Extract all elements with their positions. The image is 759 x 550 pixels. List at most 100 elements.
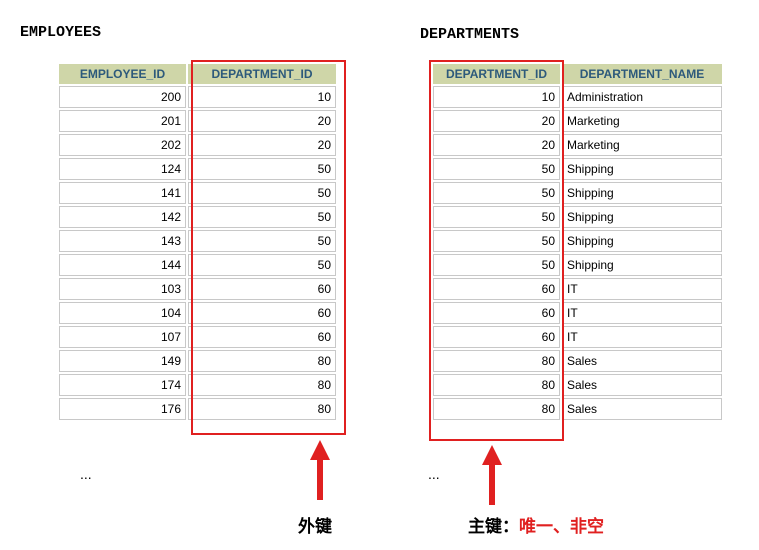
- departments-table: DEPARTMENT_ID DEPARTMENT_NAME 10 Administ…: [431, 62, 724, 422]
- table-row: 60 IT: [433, 326, 722, 348]
- department-id-cell: 50: [188, 206, 336, 228]
- table-row: 50 Shipping: [433, 206, 722, 228]
- table-row: 174 80: [59, 374, 336, 396]
- column-header-department-name: DEPARTMENT_NAME: [562, 64, 722, 84]
- department-id-cell: 80: [433, 398, 560, 420]
- table-row: 144 50: [59, 254, 336, 276]
- department-name-cell: Shipping: [562, 206, 722, 228]
- department-id-cell: 80: [188, 398, 336, 420]
- table-row: 20 Marketing: [433, 134, 722, 156]
- primary-key-highlight: [429, 60, 564, 441]
- department-name-cell: IT: [562, 326, 722, 348]
- department-id-cell: 50: [433, 158, 560, 180]
- employee-id-cell: 149: [59, 350, 186, 372]
- table-row: 80 Sales: [433, 398, 722, 420]
- table-row: 20 Marketing: [433, 110, 722, 132]
- department-id-cell: 20: [188, 134, 336, 156]
- department-id-cell: 50: [433, 230, 560, 252]
- table-row: 80 Sales: [433, 350, 722, 372]
- employee-id-cell: 142: [59, 206, 186, 228]
- department-id-cell: 20: [188, 110, 336, 132]
- department-id-cell: 50: [188, 158, 336, 180]
- table-row: 80 Sales: [433, 374, 722, 396]
- department-id-cell: 80: [433, 350, 560, 372]
- department-name-cell: Administration: [562, 86, 722, 108]
- table-row: 141 50: [59, 182, 336, 204]
- employee-id-cell: 202: [59, 134, 186, 156]
- employee-id-cell: 107: [59, 326, 186, 348]
- column-header-department-id: DEPARTMENT_ID: [433, 64, 560, 84]
- department-name-cell: Sales: [562, 398, 722, 420]
- table-row: 60 IT: [433, 302, 722, 324]
- department-id-cell: 50: [188, 254, 336, 276]
- employee-id-cell: 103: [59, 278, 186, 300]
- department-id-cell: 60: [188, 302, 336, 324]
- employee-id-cell: 124: [59, 158, 186, 180]
- department-id-cell: 10: [188, 86, 336, 108]
- department-id-cell: 60: [188, 278, 336, 300]
- table-row: 200 10: [59, 86, 336, 108]
- department-id-cell: 60: [188, 326, 336, 348]
- table-row: 143 50: [59, 230, 336, 252]
- primary-key-note: 唯一、非空: [519, 517, 604, 537]
- department-id-cell: 60: [433, 326, 560, 348]
- foreign-key-highlight: [191, 60, 346, 435]
- employee-id-cell: 141: [59, 182, 186, 204]
- department-name-cell: Sales: [562, 350, 722, 372]
- department-name-cell: IT: [562, 302, 722, 324]
- employees-table: EMPLOYEE_ID DEPARTMENT_ID 200 10 201 20 202 2…: [57, 62, 338, 422]
- employee-id-cell: 176: [59, 398, 186, 420]
- table-row: 50 Shipping: [433, 230, 722, 252]
- table-row: 50 Shipping: [433, 158, 722, 180]
- primary-key-arrow-icon: [482, 445, 502, 505]
- table-row: 107 60: [59, 326, 336, 348]
- column-header-department-id: DEPARTMENT_ID: [188, 64, 336, 84]
- department-id-cell: 50: [433, 182, 560, 204]
- table-row: 149 80: [59, 350, 336, 372]
- department-id-cell: 50: [188, 182, 336, 204]
- employees-title: EMPLOYEES: [20, 24, 102, 41]
- employee-id-cell: 143: [59, 230, 186, 252]
- department-name-cell: Shipping: [562, 158, 722, 180]
- department-name-cell: Marketing: [562, 110, 722, 132]
- employee-id-cell: 200: [59, 86, 186, 108]
- department-id-cell: 80: [188, 374, 336, 396]
- column-header-employee-id: EMPLOYEE_ID: [59, 64, 186, 84]
- primary-key-label: 主键：唯一、非空: [468, 512, 604, 537]
- department-id-cell: 10: [433, 86, 560, 108]
- table-row: 103 60: [59, 278, 336, 300]
- department-id-cell: 60: [433, 302, 560, 324]
- table-row: 60 IT: [433, 278, 722, 300]
- table-row: 124 50: [59, 158, 336, 180]
- table-row: 176 80: [59, 398, 336, 420]
- department-id-cell: 20: [433, 134, 560, 156]
- table-row: 201 20: [59, 110, 336, 132]
- department-name-cell: Marketing: [562, 134, 722, 156]
- table-row: 104 60: [59, 302, 336, 324]
- table-row: 142 50: [59, 206, 336, 228]
- employees-more: ...: [80, 466, 92, 482]
- department-id-cell: 20: [433, 110, 560, 132]
- table-row: 50 Shipping: [433, 182, 722, 204]
- department-name-cell: IT: [562, 278, 722, 300]
- foreign-key-arrow-icon: [310, 440, 330, 500]
- department-id-cell: 60: [433, 278, 560, 300]
- department-id-cell: 80: [433, 374, 560, 396]
- table-row: 10 Administration: [433, 86, 722, 108]
- primary-key-text: 主键：: [468, 517, 519, 537]
- department-id-cell: 50: [433, 254, 560, 276]
- table-row: 50 Shipping: [433, 254, 722, 276]
- department-name-cell: Shipping: [562, 182, 722, 204]
- employee-id-cell: 144: [59, 254, 186, 276]
- employee-id-cell: 201: [59, 110, 186, 132]
- department-id-cell: 50: [433, 206, 560, 228]
- employee-id-cell: 174: [59, 374, 186, 396]
- department-name-cell: Shipping: [562, 254, 722, 276]
- departments-title: DEPARTMENTS: [420, 26, 520, 43]
- department-name-cell: Shipping: [562, 230, 722, 252]
- department-id-cell: 50: [188, 230, 336, 252]
- department-name-cell: Sales: [562, 374, 722, 396]
- department-id-cell: 80: [188, 350, 336, 372]
- table-row: 202 20: [59, 134, 336, 156]
- departments-more: ...: [428, 466, 440, 482]
